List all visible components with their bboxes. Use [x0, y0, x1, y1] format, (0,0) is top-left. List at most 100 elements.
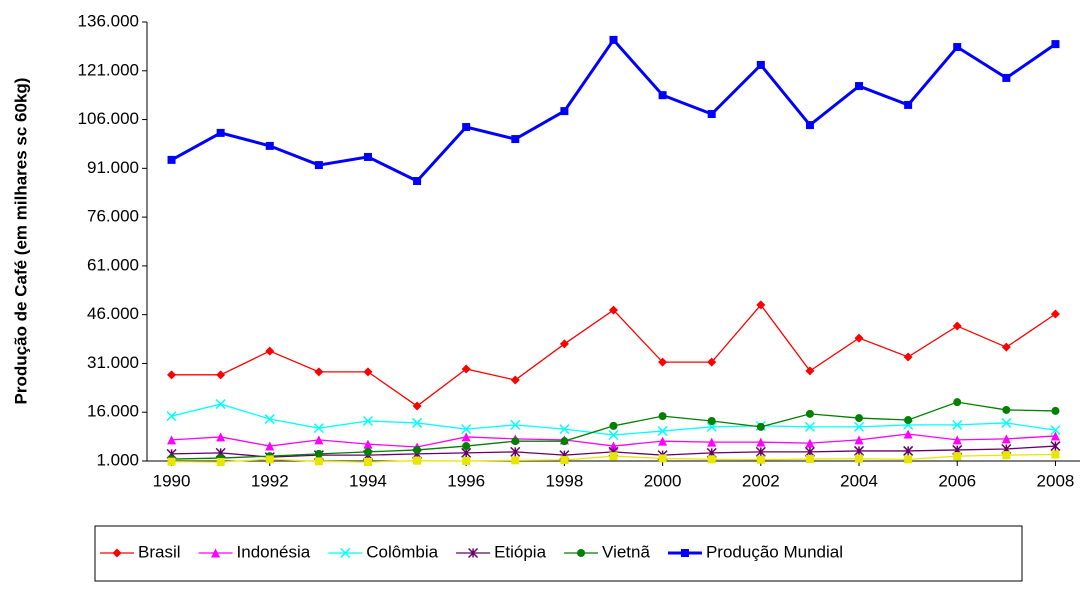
point — [216, 457, 225, 466]
series-line — [171, 403, 1056, 436]
y-tick-label: 121.000 — [78, 60, 139, 79]
point — [511, 437, 520, 446]
point — [167, 457, 176, 466]
point — [903, 429, 913, 439]
point — [560, 456, 569, 465]
point — [952, 419, 963, 430]
point — [756, 422, 765, 431]
x-tick-label: 1994 — [349, 471, 387, 490]
point — [658, 357, 668, 367]
point — [461, 364, 471, 374]
point — [462, 442, 471, 451]
point — [1001, 417, 1012, 428]
point — [1002, 451, 1011, 460]
point — [559, 424, 570, 435]
point — [167, 435, 177, 445]
point — [805, 366, 815, 376]
point — [1051, 40, 1060, 49]
legend-label: Indonésia — [237, 542, 311, 561]
point — [756, 437, 766, 447]
legend-marker — [680, 549, 689, 557]
point — [560, 107, 569, 116]
series-line — [171, 303, 1056, 407]
point — [363, 457, 372, 466]
point — [216, 432, 226, 442]
legend-marker — [112, 548, 122, 558]
point — [756, 455, 765, 464]
legend-label: Brasil — [138, 542, 181, 561]
y-tick-label: 106.000 — [78, 109, 139, 128]
x-tick-label: 2002 — [742, 471, 780, 490]
legend-label: Colômbia — [366, 542, 438, 561]
point — [265, 141, 274, 150]
point — [805, 455, 814, 464]
point — [362, 415, 374, 427]
point — [658, 91, 667, 100]
point — [707, 110, 716, 119]
point — [1001, 434, 1011, 444]
legend-marker — [468, 547, 479, 559]
point — [167, 370, 177, 380]
point — [855, 414, 864, 423]
x-tick-label: 2008 — [1037, 471, 1075, 490]
point — [904, 100, 913, 109]
point — [511, 135, 520, 144]
y-tick-label: 31.000 — [87, 353, 139, 372]
point — [805, 409, 814, 418]
point — [413, 456, 422, 465]
point — [805, 438, 815, 448]
point — [1050, 431, 1060, 441]
legend-label: Vietnã — [602, 542, 650, 561]
point — [314, 161, 323, 170]
point — [462, 123, 471, 132]
point — [1001, 342, 1011, 352]
point — [658, 436, 668, 446]
point — [853, 445, 865, 456]
point — [510, 375, 520, 385]
point — [1051, 450, 1060, 459]
point — [511, 456, 520, 465]
point — [461, 432, 471, 442]
point — [608, 429, 619, 441]
x-tick-label: 1992 — [251, 471, 289, 490]
point — [707, 417, 716, 426]
point — [952, 321, 962, 331]
point — [1002, 405, 1011, 414]
point — [904, 455, 913, 464]
point — [412, 417, 423, 428]
point — [854, 435, 864, 445]
point — [609, 441, 618, 451]
y-tick-label: 76.000 — [87, 207, 139, 226]
legend-marker — [211, 548, 221, 558]
point — [363, 367, 373, 377]
y-tick-label: 61.000 — [87, 255, 139, 274]
point — [854, 333, 864, 343]
point — [609, 421, 618, 430]
point — [609, 452, 618, 461]
series-line — [170, 37, 1057, 183]
point — [363, 439, 373, 449]
point — [510, 419, 521, 430]
point — [314, 367, 324, 377]
legend-marker — [577, 549, 586, 557]
point — [952, 435, 962, 445]
y-tick-label: 46.000 — [87, 304, 139, 323]
point — [314, 449, 323, 458]
point — [216, 370, 226, 380]
point — [413, 177, 422, 186]
y-tick-label: 136.000 — [78, 11, 139, 30]
point — [1050, 425, 1061, 436]
point — [167, 155, 176, 164]
point — [707, 437, 717, 447]
point — [756, 300, 766, 310]
point — [559, 339, 569, 349]
point — [215, 399, 226, 410]
point — [462, 457, 471, 465]
y-axis-title: Produção de Café (em milhares sc 60kg) — [11, 78, 30, 405]
point — [756, 60, 765, 69]
x-tick-label: 1990 — [153, 471, 191, 490]
point — [264, 414, 275, 425]
y-tick-label: 91.000 — [87, 158, 139, 177]
point — [216, 128, 225, 137]
